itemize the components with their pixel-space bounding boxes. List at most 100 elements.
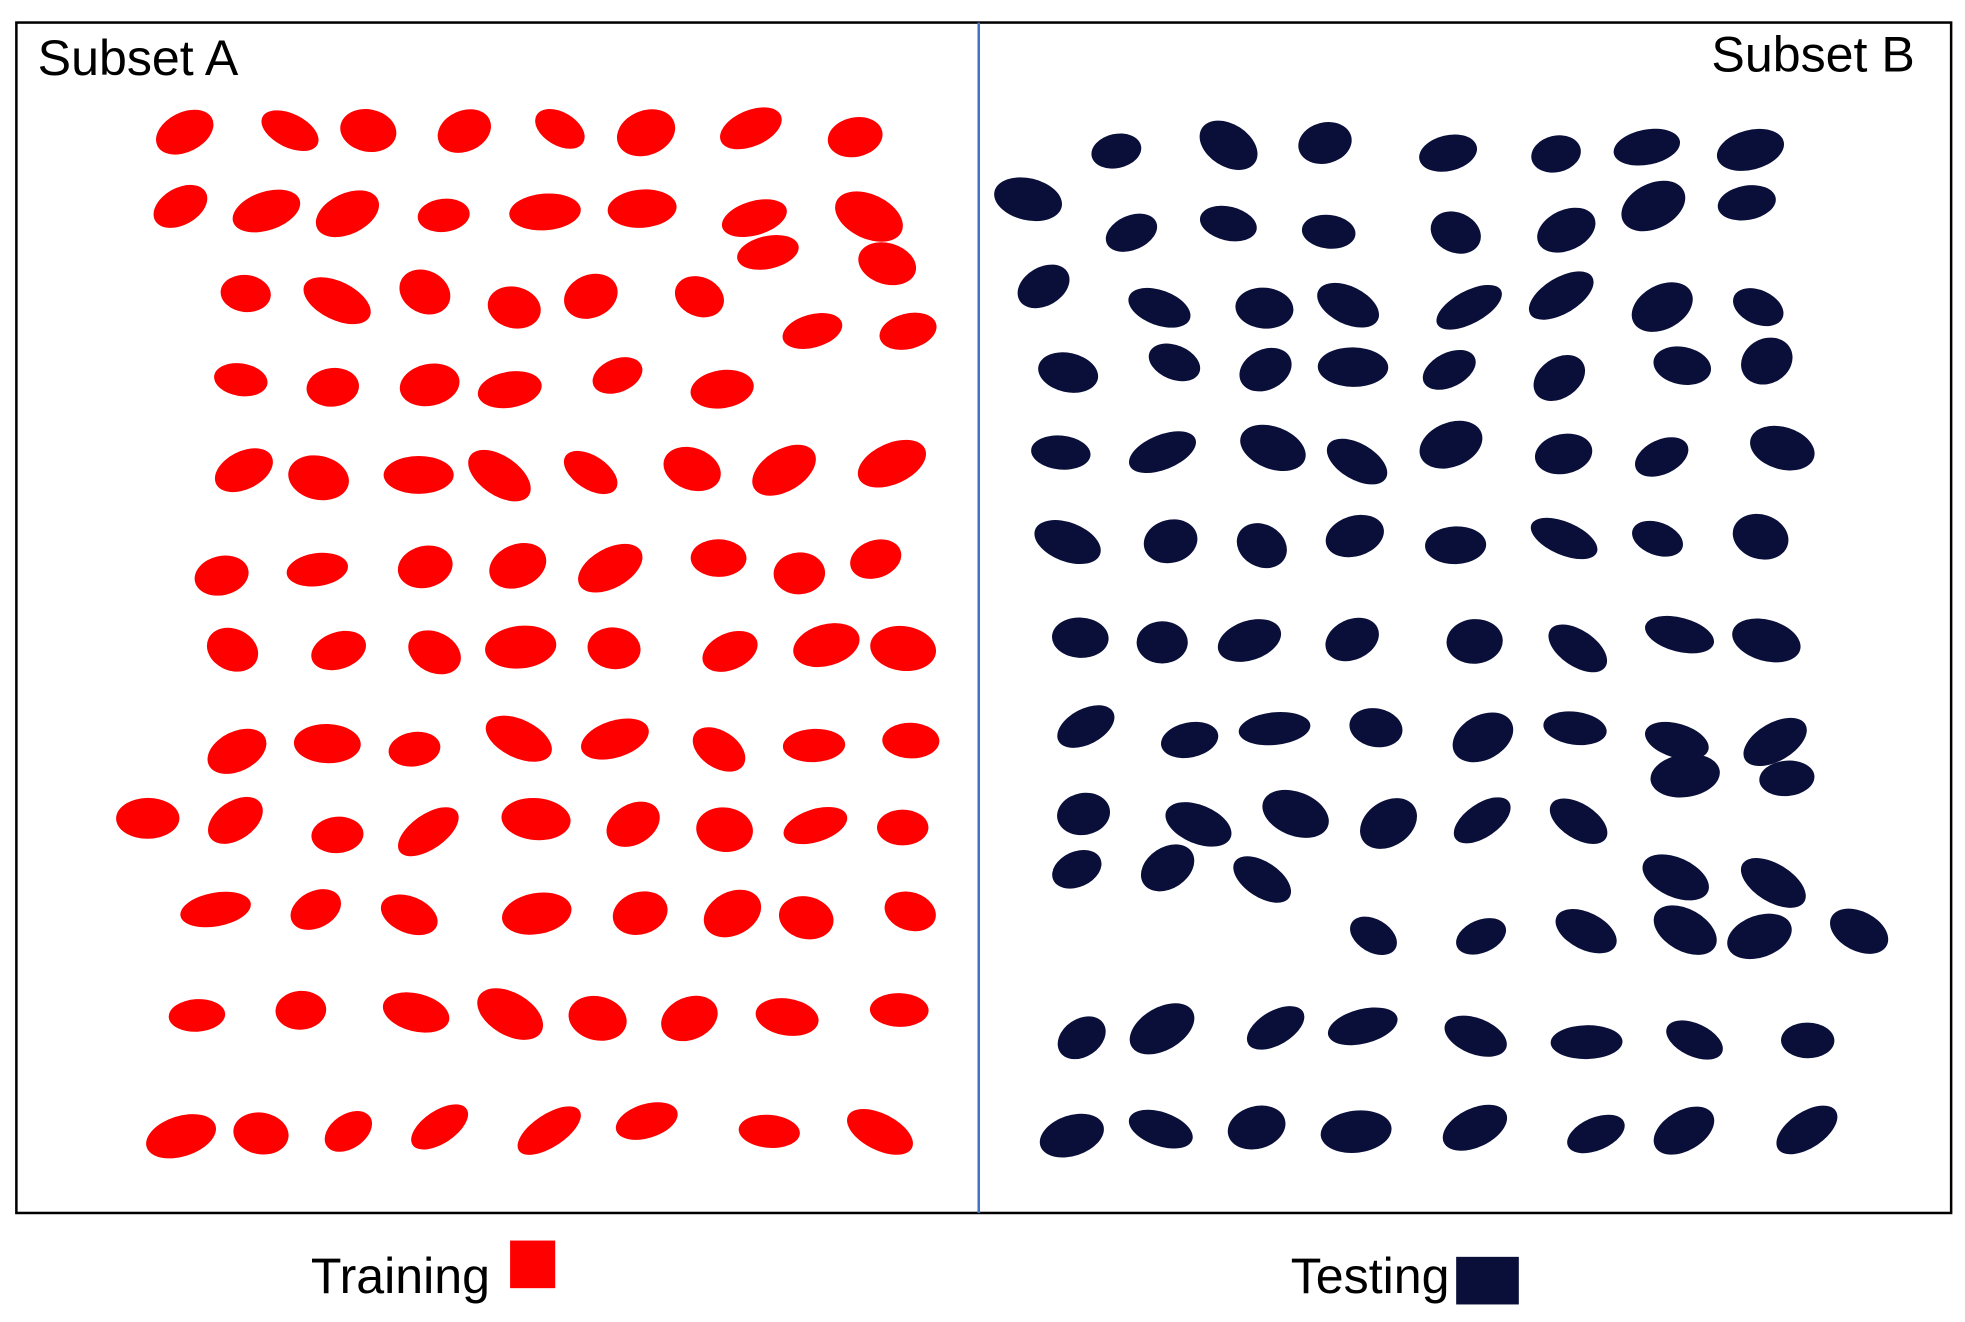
grain	[1091, 133, 1142, 169]
grain	[1632, 520, 1683, 557]
grain	[1160, 721, 1219, 759]
grain	[778, 896, 834, 940]
grain	[1034, 520, 1101, 565]
grain	[275, 990, 327, 1030]
grain	[615, 1102, 678, 1140]
grain	[755, 998, 819, 1036]
grain	[1262, 789, 1329, 838]
grain	[616, 109, 676, 157]
grain	[1716, 128, 1785, 171]
grain	[290, 889, 341, 930]
grain	[882, 722, 940, 759]
grain	[592, 357, 643, 394]
grain	[487, 286, 541, 329]
grain	[1425, 526, 1487, 565]
grain	[1057, 792, 1111, 836]
grain	[417, 198, 470, 233]
grain	[324, 1111, 373, 1152]
grain	[383, 456, 454, 494]
grain	[1128, 1109, 1193, 1149]
grain	[153, 184, 208, 228]
grain	[1419, 420, 1483, 469]
testing-grains	[994, 120, 1889, 1158]
grain	[703, 889, 762, 938]
grain	[303, 277, 371, 325]
grain	[1422, 349, 1476, 390]
grain	[752, 444, 816, 496]
grain	[1530, 517, 1598, 560]
grain	[1199, 205, 1257, 242]
grain	[1239, 347, 1292, 392]
grain	[411, 1104, 469, 1150]
grain	[315, 190, 380, 238]
grain	[408, 630, 461, 675]
grain	[578, 543, 643, 593]
grain	[1199, 120, 1258, 170]
grain	[485, 715, 552, 762]
grain	[1781, 1022, 1835, 1059]
grain	[1227, 1105, 1286, 1150]
grain	[1038, 352, 1099, 393]
grain	[1644, 721, 1709, 760]
grain	[485, 625, 557, 669]
grain	[869, 993, 929, 1027]
grain	[116, 797, 180, 839]
grain	[1666, 1020, 1723, 1060]
grain	[293, 723, 361, 764]
grain	[232, 189, 301, 233]
grain	[286, 552, 348, 587]
grain	[1653, 1106, 1715, 1155]
grain	[1240, 424, 1306, 471]
grain	[1052, 849, 1102, 889]
grain	[1733, 288, 1784, 327]
grain	[737, 234, 799, 270]
grain	[793, 623, 860, 668]
grain	[1436, 284, 1502, 330]
grain	[1631, 282, 1693, 332]
grain	[568, 995, 627, 1041]
grain	[1543, 711, 1607, 746]
grain	[311, 816, 364, 854]
grain	[388, 731, 441, 767]
grain	[720, 107, 782, 150]
grain	[1528, 271, 1594, 320]
grain	[1642, 854, 1709, 901]
grain	[1456, 918, 1507, 955]
grain	[1549, 798, 1608, 844]
grain	[1750, 425, 1815, 471]
grain	[437, 109, 491, 153]
grain	[1140, 844, 1195, 892]
grain	[847, 1109, 913, 1155]
grain	[340, 109, 397, 153]
grain	[1233, 856, 1292, 903]
grain	[1567, 1114, 1625, 1154]
legend-label: Testing	[1291, 1248, 1450, 1304]
grain	[1039, 1113, 1104, 1158]
grain	[535, 108, 585, 149]
grain	[1105, 213, 1158, 252]
grain	[156, 109, 214, 155]
grain	[146, 1114, 217, 1159]
grain	[1128, 287, 1191, 328]
grain	[1238, 711, 1311, 746]
grain	[1057, 705, 1115, 748]
grain	[858, 242, 917, 286]
legend-swatch	[510, 1240, 556, 1289]
grain	[1727, 913, 1792, 960]
grain	[850, 539, 902, 579]
grain	[1548, 624, 1608, 673]
grain	[1650, 753, 1720, 798]
grain	[399, 269, 451, 315]
grain	[1531, 135, 1581, 173]
grain	[1741, 337, 1793, 385]
grain	[587, 627, 641, 670]
grain	[1349, 708, 1403, 748]
grain	[782, 313, 843, 349]
grain	[1442, 1104, 1508, 1151]
grain	[696, 807, 753, 853]
grain	[1430, 211, 1481, 254]
grain	[261, 110, 319, 152]
grain	[1017, 264, 1070, 309]
grain	[738, 1114, 800, 1148]
